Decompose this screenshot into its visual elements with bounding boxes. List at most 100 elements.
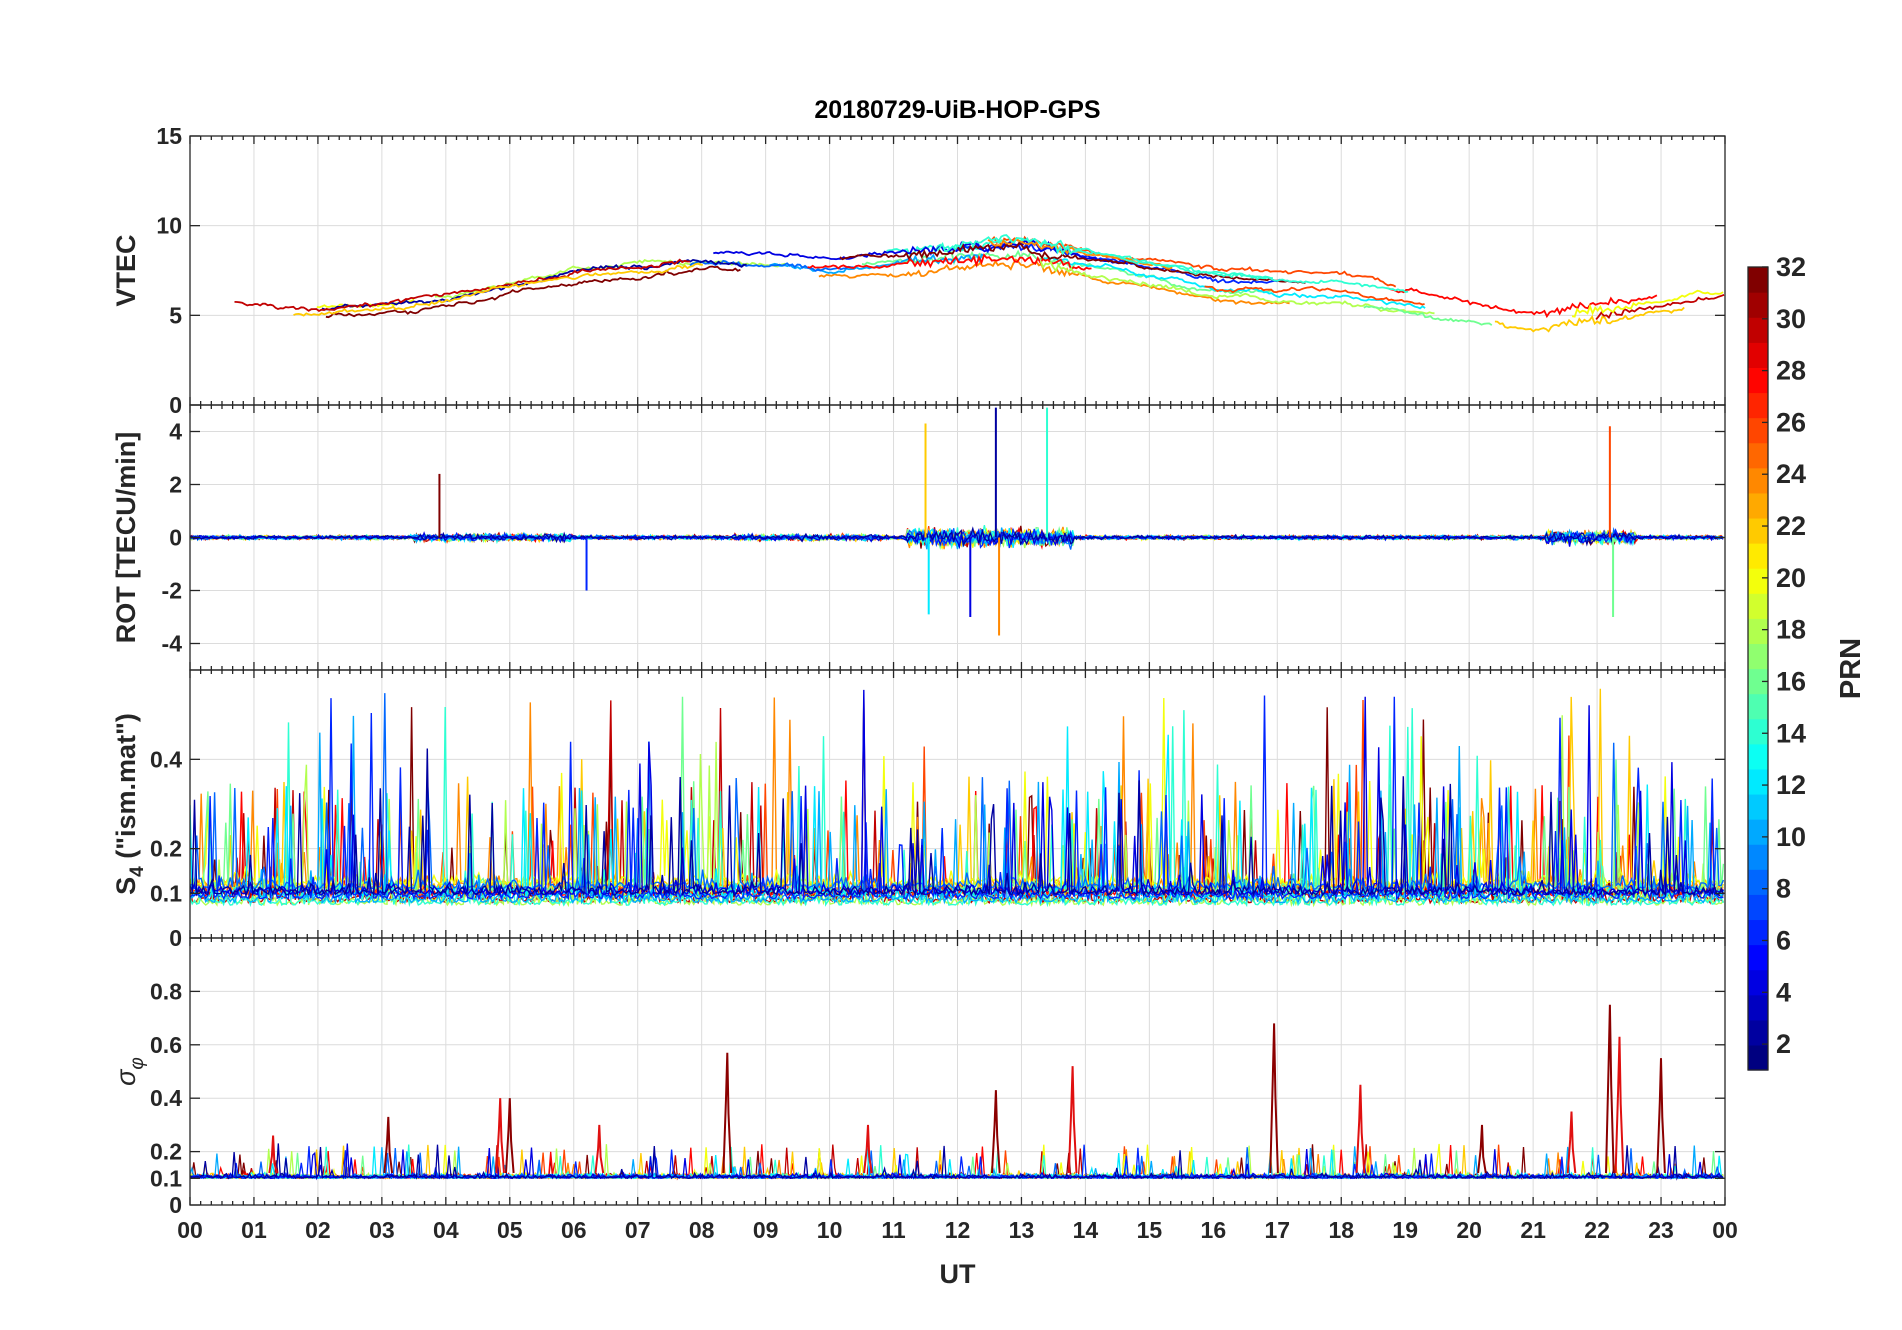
- sigma-spike: [495, 1098, 505, 1174]
- sigma-spike: [505, 1098, 515, 1174]
- panel-sigma_phi: 00.10.2 0.4 0.6 0.8 σφ: [111, 937, 1726, 1218]
- vtec-line: [839, 241, 1306, 284]
- vtec-line: [1039, 260, 1435, 315]
- ytick-label: 0: [169, 925, 182, 951]
- ytick-label: 0: [169, 525, 182, 551]
- vtec-line: [434, 259, 786, 300]
- colorbar-tick-label: 32: [1776, 252, 1806, 282]
- colorbar-segment: [1748, 417, 1768, 444]
- colorbar-segment: [1748, 618, 1768, 645]
- xtick-label: 05: [497, 1217, 523, 1243]
- xtick-label: 16: [1201, 1217, 1227, 1243]
- colorbar-segment: [1748, 292, 1768, 318]
- colorbar-segment: [1748, 467, 1768, 494]
- ytick-label: 0.2: [150, 1139, 182, 1165]
- xtick-label: 01: [241, 1217, 267, 1243]
- vtec-line: [818, 258, 1290, 305]
- ytick-label: -2: [162, 578, 182, 604]
- rot-series: [190, 407, 1724, 636]
- vtec-line: [936, 234, 1409, 293]
- colorbar-tick-label: 18: [1776, 615, 1806, 645]
- ytick-label: -4: [162, 631, 183, 657]
- xtick-label: 11: [881, 1217, 906, 1243]
- colorbar-segment: [1748, 793, 1768, 820]
- colorbar-tick-label: 20: [1776, 563, 1806, 593]
- ytick-label: 0.4: [150, 746, 182, 772]
- colorbar-segment: [1748, 844, 1768, 870]
- colorbar-tick-label: 22: [1776, 511, 1806, 541]
- colorbar-tick-label: 6: [1776, 925, 1791, 955]
- xtick-label: 07: [625, 1217, 651, 1243]
- xtick-label: 14: [1073, 1217, 1099, 1243]
- sigma-spike: [1656, 1058, 1666, 1174]
- ytick-label: 4: [169, 419, 182, 445]
- xtick-label: 09: [753, 1217, 779, 1243]
- ytick-label: 15: [156, 123, 182, 149]
- xtick-label: 00: [1712, 1217, 1738, 1243]
- colorbar-segment: [1748, 1019, 1768, 1046]
- colorbar-segment: [1748, 643, 1768, 670]
- vtec-line: [769, 253, 985, 275]
- vtec-line: [1571, 289, 1724, 318]
- colorbar-segment: [1748, 342, 1768, 368]
- xtick-label: 19: [1392, 1217, 1418, 1243]
- vtec-line: [1494, 306, 1685, 333]
- ytick-label: 0.8: [150, 978, 182, 1004]
- ytick-label: 0: [169, 392, 182, 418]
- colorbar-segment: [1748, 543, 1768, 569]
- xtick-label: 22: [1584, 1217, 1610, 1243]
- colorbar-segment: [1748, 668, 1768, 695]
- sigma_phi-series: [190, 1004, 1724, 1181]
- vtec-ylabel: VTEC: [111, 234, 141, 306]
- panel-s4: 00.10.20.4S4 ("ism.mat"): [111, 669, 1726, 951]
- x-axis: 00 01 02 03 04 05 06 07 08 09 10 11 12 13 14 15 16 17 18 19…: [177, 1217, 1738, 1243]
- colorbar-segment: [1748, 768, 1768, 795]
- xtick-label: 08: [689, 1217, 715, 1243]
- vtec-line: [1043, 256, 1426, 310]
- ylabel-sub: 4: [127, 866, 148, 877]
- ytick-label: 0.2: [150, 836, 182, 862]
- colorbar-segment: [1748, 693, 1768, 720]
- ylabel-sub: φ: [127, 1057, 148, 1069]
- ytick-label: 0.1: [150, 1165, 182, 1191]
- vtec-series: [234, 234, 1725, 333]
- ylabel-main: σ: [111, 1068, 141, 1086]
- xtick-label: 02: [305, 1217, 331, 1243]
- sigma-spike: [1067, 1066, 1078, 1174]
- sigma_phi-ylabel: σφ: [111, 1057, 148, 1086]
- xtick-label: 20: [1456, 1217, 1482, 1243]
- sigma-spike: [268, 1135, 278, 1174]
- panel-rot: -4 -2 0 2 4 ROT [TECU/min]: [111, 404, 1726, 671]
- vtec-line: [293, 262, 703, 317]
- xtick-label: 03: [369, 1217, 395, 1243]
- rot-line: [190, 526, 1724, 548]
- colorbar-segment: [1748, 1044, 1768, 1071]
- xtick-label: 13: [1009, 1217, 1035, 1243]
- colorbar-tick-label: 10: [1776, 822, 1806, 852]
- vtec-line: [807, 253, 1092, 272]
- rot-line: [190, 527, 1724, 550]
- xtick-label: 00: [177, 1217, 203, 1243]
- colorbar-frame: [1747, 266, 1769, 1071]
- sigma-spike: [1605, 1004, 1615, 1174]
- xtick-label: 23: [1648, 1217, 1674, 1243]
- colorbar-segment: [1748, 392, 1768, 419]
- s4-ylabel: S4 ("ism.mat"): [111, 713, 148, 895]
- colorbar-tick-label: 12: [1776, 770, 1806, 800]
- colorbar-tick-label: 26: [1776, 407, 1806, 437]
- sigma-spike: [1614, 1036, 1625, 1174]
- colorbar-segment: [1748, 969, 1768, 996]
- ytick-label: 0.4: [150, 1085, 182, 1111]
- xtick-label: 12: [945, 1217, 971, 1243]
- colorbar-tick-label: 2: [1776, 1029, 1791, 1059]
- panel-vtec: 0 5 10 15 VTEC: [111, 123, 1726, 418]
- colorbar-segment: [1748, 442, 1768, 469]
- vtec-line: [325, 265, 741, 319]
- sigma-spike: [1355, 1084, 1366, 1174]
- vtec-line: [1595, 293, 1725, 320]
- colorbar-tick-label: 30: [1776, 304, 1806, 334]
- sigma-spike: [594, 1124, 605, 1174]
